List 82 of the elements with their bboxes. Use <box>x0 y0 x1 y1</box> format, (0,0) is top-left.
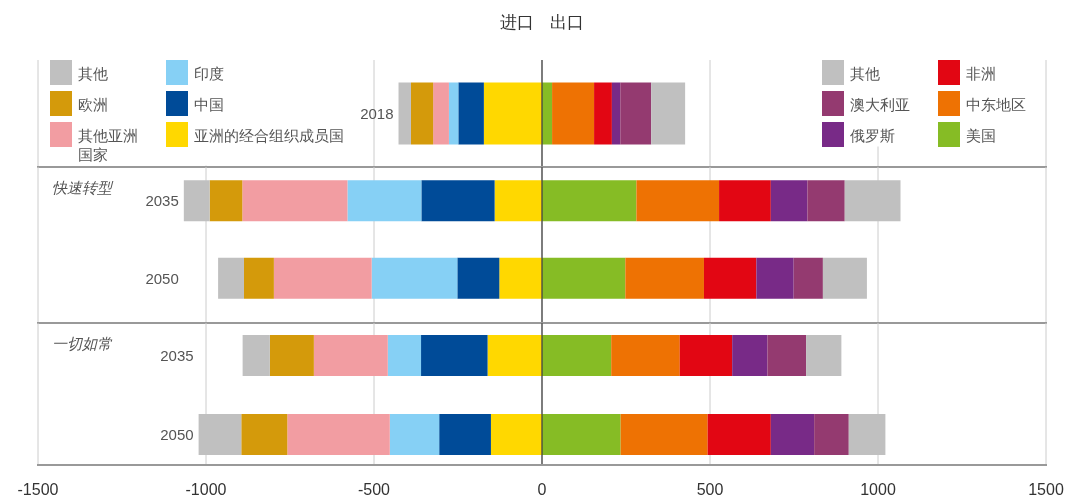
y-tick-label: 2018 <box>360 105 394 122</box>
bar <box>494 180 542 222</box>
bar <box>552 82 595 145</box>
bar <box>410 82 434 145</box>
bar <box>542 257 626 299</box>
y-tick-label: 2035 <box>145 192 179 210</box>
bar <box>287 414 390 455</box>
chart-title: 进口 出口 <box>499 12 585 32</box>
legend-label: 非洲 <box>966 64 996 81</box>
legend-label: 印度 <box>194 64 224 81</box>
bar <box>814 414 849 455</box>
legend-label: 澳大利亚 <box>850 95 910 112</box>
bar <box>703 257 757 299</box>
legend-label: 其他 <box>850 64 880 81</box>
bar <box>487 335 542 376</box>
bar <box>806 335 842 376</box>
legend-label: 美国 <box>966 126 996 143</box>
bar <box>611 335 680 376</box>
bar <box>807 180 845 222</box>
bar <box>651 82 686 145</box>
bar <box>273 257 372 299</box>
bar <box>269 335 314 376</box>
bar <box>313 335 388 376</box>
bar <box>243 257 274 299</box>
bar <box>242 335 270 376</box>
bar <box>398 82 411 145</box>
bar <box>542 335 612 376</box>
bar <box>347 180 422 222</box>
bar <box>389 414 440 455</box>
legend-label: 其他 <box>78 64 108 81</box>
bar <box>756 257 794 299</box>
bar <box>719 180 771 222</box>
bar <box>770 180 808 222</box>
bar <box>499 257 542 299</box>
legend-label: 俄罗斯 <box>850 126 895 143</box>
bar <box>421 335 488 376</box>
bar <box>822 257 867 299</box>
x-tick-label: 0 <box>537 480 547 498</box>
bar <box>679 335 733 376</box>
bar <box>242 180 348 222</box>
bar <box>707 414 771 455</box>
bar <box>439 414 491 455</box>
bar <box>421 180 495 222</box>
bar <box>483 82 542 145</box>
text: 快速转型 <box>52 178 114 196</box>
bar <box>732 335 768 376</box>
bar <box>770 414 815 455</box>
legend-label: 中东地区 <box>966 95 1026 112</box>
bar <box>620 82 652 145</box>
bar <box>387 335 422 376</box>
bar <box>542 414 621 455</box>
bar <box>458 82 484 145</box>
bar <box>625 257 704 299</box>
bar <box>767 335 807 376</box>
bar <box>241 414 288 455</box>
x-tick-label: -1500 <box>17 480 59 498</box>
bar <box>218 257 244 299</box>
bar <box>542 180 637 222</box>
x-tick-label: -500 <box>357 480 391 498</box>
bar <box>611 82 621 145</box>
x-tick-label: 1000 <box>860 480 896 498</box>
bar <box>490 414 542 455</box>
bar <box>793 257 823 299</box>
bar <box>636 180 720 222</box>
bar <box>448 82 459 145</box>
x-tick-label: -1000 <box>185 480 227 498</box>
legend-label: 其他亚洲国家 <box>78 126 138 162</box>
bar <box>594 82 612 145</box>
bar <box>209 180 243 222</box>
bar <box>433 82 449 145</box>
legend-label: 中国 <box>194 95 224 112</box>
bar <box>457 257 500 299</box>
x-tick-label: 1500 <box>1028 480 1064 498</box>
bar <box>371 257 458 299</box>
text: 一切如常 <box>52 334 113 352</box>
x-tick-label: 500 <box>696 480 724 498</box>
y-tick-label: 2050 <box>160 426 194 443</box>
y-tick-label: 2035 <box>160 347 194 364</box>
legend-label: 欧洲 <box>78 95 108 112</box>
bar <box>620 414 708 455</box>
y-tick-label: 2050 <box>145 269 179 287</box>
legend-label: 亚洲的经合组织成员国 <box>194 126 344 143</box>
